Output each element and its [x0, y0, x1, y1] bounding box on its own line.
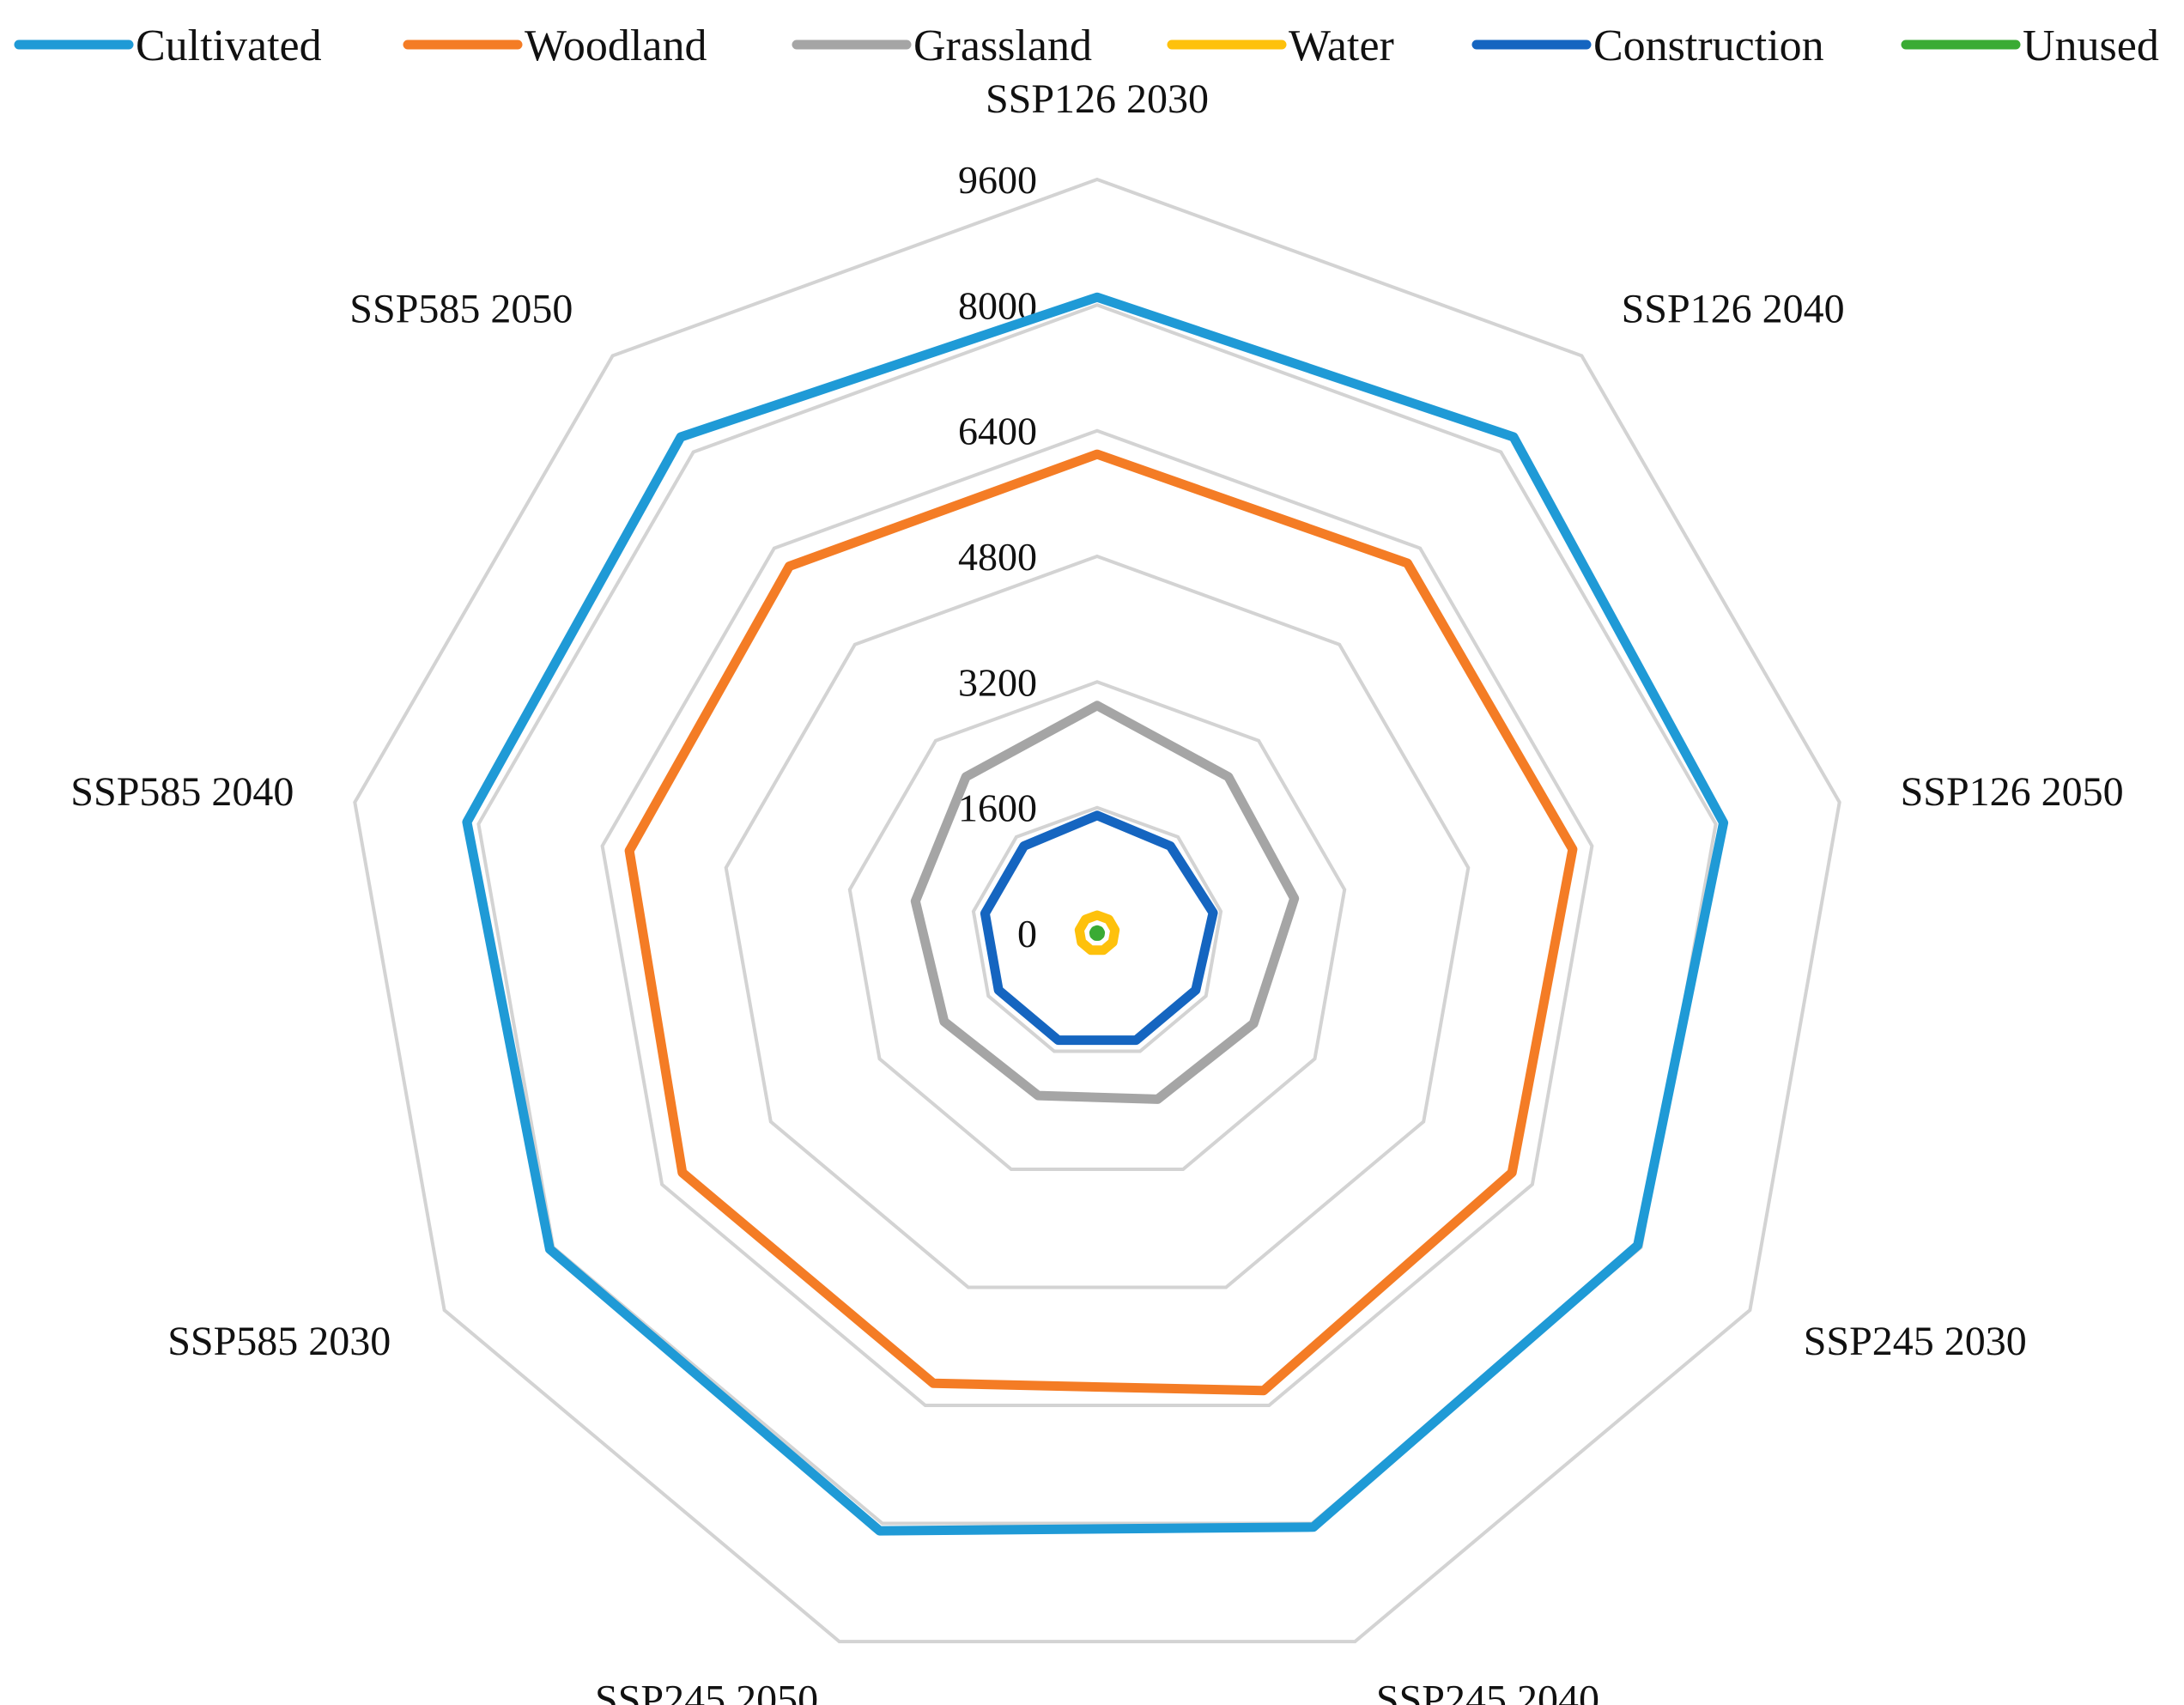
axis-label-ssp585-2030: SSP585 2030 [167, 1319, 391, 1364]
series-line-cultivated [462, 292, 1729, 1536]
legend-label-grassland: Grassland [913, 21, 1092, 70]
grid-ring-1600 [971, 805, 1223, 1053]
series-line-unused [1089, 925, 1106, 941]
category-axis-labels: SSP126 2030 SSP126 2040 SSP126 2050 SSP245 … [70, 76, 2123, 1705]
radar-grid [353, 177, 1841, 1644]
axis-label-ssp245-2040: SSP245 2040 [1376, 1678, 1599, 1705]
grid-ring-6400 [600, 428, 1594, 1407]
grid-ring-9600 [353, 177, 1841, 1644]
grid-ring-8000 [476, 303, 1718, 1526]
legend-label-water: Water [1289, 21, 1394, 70]
series-line-construction [980, 810, 1218, 1046]
axis-label-ssp126-2030: SSP126 2030 [986, 76, 1209, 122]
axis-label-ssp126-2050: SSP126 2050 [1901, 769, 2124, 815]
axis-label-ssp245-2030: SSP245 2030 [1804, 1319, 2027, 1364]
legend: Cultivated Woodland Grassland Water Construc… [14, 21, 2159, 70]
tick-label-3200: 3200 [958, 660, 1037, 704]
tick-label-1600: 1600 [958, 786, 1037, 830]
legend-label-cultivated: Cultivated [136, 21, 322, 70]
tick-label-9600: 9600 [958, 158, 1037, 202]
axis-label-ssp585-2050: SSP585 2050 [349, 286, 573, 331]
legend-label-woodland: Woodland [525, 21, 707, 70]
grid-ring-4800 [724, 554, 1471, 1289]
legend-label-unused: Unused [2023, 21, 2159, 70]
legend-label-construction: Construction [1593, 21, 1824, 70]
axis-label-ssp126-2040: SSP126 2040 [1622, 286, 1845, 331]
tick-label-6400: 6400 [958, 410, 1037, 453]
axis-label-ssp245-2050: SSP245 2050 [595, 1678, 818, 1705]
data-series [462, 292, 1729, 1536]
tick-label-4800: 4800 [958, 535, 1037, 579]
tick-label-0: 0 [1017, 912, 1037, 956]
grid-ring-3200 [847, 680, 1347, 1171]
series-line-grassland [910, 701, 1300, 1104]
axis-label-ssp585-2040: SSP585 2040 [70, 769, 294, 815]
series-line-woodland [624, 449, 1578, 1396]
series-line-water [1074, 910, 1120, 956]
